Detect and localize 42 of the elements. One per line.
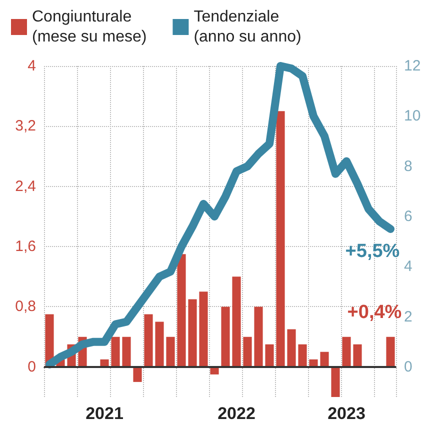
y2-tick-label: 4 — [404, 258, 412, 276]
y2-tick-label: 6 — [404, 208, 412, 225]
bar — [287, 329, 296, 367]
data-label: +5,5% — [345, 240, 400, 262]
bar — [188, 299, 197, 367]
bar — [221, 306, 230, 367]
bar — [353, 344, 362, 367]
data-label: +0,4% — [347, 302, 402, 323]
x-tick-label: 2022 — [218, 404, 256, 423]
bar — [386, 336, 395, 367]
y-tick-label: 0 — [28, 358, 36, 376]
y2-tick-label: 10 — [404, 108, 421, 125]
bar — [166, 336, 175, 367]
y2-tick-label: 0 — [404, 358, 412, 376]
bar — [254, 306, 263, 367]
y-tick-label: 3,2 — [15, 118, 36, 135]
bar — [177, 254, 186, 367]
y2-tick-label: 12 — [404, 58, 421, 74]
y-tick-label: 1,6 — [15, 238, 36, 256]
bar — [155, 322, 164, 367]
bar — [265, 344, 274, 367]
bar — [276, 111, 285, 367]
bar — [320, 352, 329, 367]
y2-tick-label: 2 — [404, 308, 412, 326]
legend-label: Tendenziale (anno su anno) — [194, 8, 302, 46]
bar — [342, 336, 351, 367]
bar — [144, 314, 153, 367]
legend-label: Congiunturale (mese su mese) — [32, 8, 147, 46]
bar — [133, 366, 142, 382]
y-tick-label: 2,4 — [15, 178, 36, 195]
x-tick-label: 2021 — [86, 404, 124, 423]
bar — [243, 336, 252, 367]
x-tick-label: 2023 — [328, 404, 366, 423]
bar — [298, 344, 307, 367]
y2-tick-label: 8 — [404, 158, 412, 175]
y-tick-label: 4 — [28, 58, 36, 74]
y-tick-label: 0,8 — [15, 298, 36, 316]
bar — [199, 292, 208, 367]
bar — [232, 276, 241, 367]
bar — [331, 366, 340, 397]
bar — [122, 336, 131, 367]
bar — [111, 336, 120, 367]
